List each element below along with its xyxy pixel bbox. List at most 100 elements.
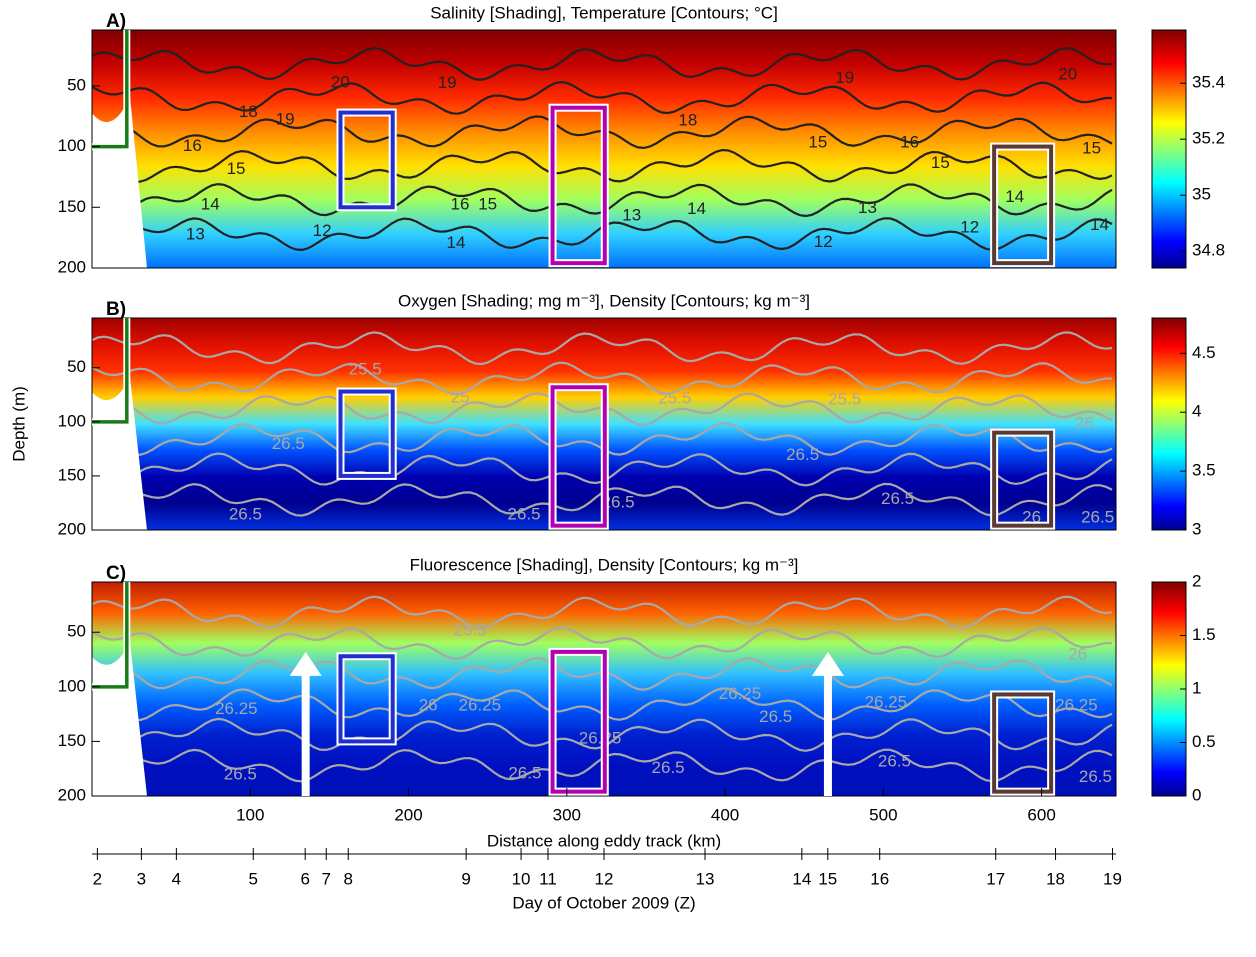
arrow-head — [811, 651, 844, 676]
contour-label: 26 — [419, 695, 438, 714]
day-tick-label: 19 — [1103, 869, 1122, 888]
contour-label: 13 — [186, 225, 205, 244]
colorbar-tick-label: 35 — [1192, 185, 1211, 204]
y-tick-label: 150 — [58, 465, 86, 484]
contour-label: 26.5 — [1079, 767, 1112, 786]
contour-label: 14 — [1090, 215, 1109, 234]
x-tick-label: 500 — [869, 805, 897, 824]
contour-label: 26.25 — [1055, 695, 1098, 714]
arrow-head — [289, 651, 322, 676]
panel-label: A) — [106, 11, 126, 32]
colorbar-tick-label: 0.5 — [1192, 732, 1216, 751]
contour-label: 12 — [814, 232, 833, 251]
contour-label: 15 — [227, 159, 246, 178]
y-tick-label: 200 — [58, 257, 86, 276]
day-tick-label: 5 — [249, 869, 258, 888]
contour-label: 19 — [438, 73, 457, 92]
contour-label: 26.5 — [759, 707, 792, 726]
contour-line — [92, 361, 1112, 396]
box — [550, 385, 607, 528]
contour-label: 26 — [1075, 413, 1094, 432]
colorbar — [1151, 29, 1187, 269]
y-tick-label: 100 — [58, 136, 86, 155]
day-tick-label: 3 — [137, 869, 146, 888]
day-tick-label: 15 — [818, 869, 837, 888]
contour-label: 19 — [835, 68, 854, 87]
day-tick-label: 10 — [512, 869, 531, 888]
contour-label: 12 — [960, 217, 979, 236]
contour-label: 15 — [931, 153, 950, 172]
contour-line — [92, 80, 1112, 115]
y-tick-label: 150 — [58, 197, 86, 216]
colorbar-tick-label: 1 — [1192, 678, 1201, 697]
day-tick-label: 9 — [461, 869, 470, 888]
panel-title: Fluorescence [Shading], Density [Contour… — [410, 555, 799, 574]
contour-label: 26.5 — [1081, 508, 1114, 527]
day-tick-label: 18 — [1046, 869, 1065, 888]
contour-label: 26.25 — [458, 695, 501, 714]
x-tick-label: 600 — [1027, 805, 1055, 824]
contour-label: 14 — [687, 199, 706, 218]
box — [550, 105, 607, 266]
contour-line — [92, 331, 1113, 366]
contour-line — [92, 46, 1113, 81]
panel-label: C) — [106, 563, 126, 584]
colorbar-tick-label: 35.4 — [1192, 73, 1225, 92]
panel-title: Oxygen [Shading; mg m⁻³], Density [Conto… — [398, 291, 810, 310]
contour-label: 25.5 — [658, 389, 691, 408]
x-tick-label: 400 — [711, 805, 739, 824]
contour-label: 25 — [451, 388, 470, 407]
contour-label: 16 — [900, 132, 919, 151]
day-tick-label: 7 — [322, 869, 331, 888]
day-tick-label: 17 — [986, 869, 1005, 888]
day-tick-label: 12 — [595, 869, 614, 888]
colorbar-tick-label: 0 — [1192, 785, 1201, 804]
contour-label: 12 — [313, 221, 332, 240]
colorbar-tick-label: 35.2 — [1192, 129, 1225, 148]
no-data — [92, 377, 147, 530]
colorbar-tick-label: 3 — [1192, 519, 1201, 538]
panel-label: B) — [106, 299, 126, 320]
box — [338, 110, 395, 210]
contour-label: 26.5 — [508, 764, 541, 783]
colorbar-tick-label: 4.5 — [1192, 343, 1216, 362]
colorbar — [1151, 317, 1187, 531]
contour-label: 16 — [451, 194, 470, 213]
contour-label: 15 — [808, 132, 827, 151]
contour-label: 18 — [239, 102, 258, 121]
box — [992, 692, 1054, 794]
day-tick-label: 11 — [539, 869, 557, 888]
contour-label: 16 — [183, 136, 202, 155]
contour-label: 26.5 — [224, 765, 257, 784]
y-tick-label: 100 — [58, 676, 86, 695]
contour-line — [92, 626, 1113, 660]
contour-label: 26.5 — [881, 489, 914, 508]
contour-label: 26.5 — [652, 758, 685, 777]
day-tick-label: 14 — [792, 869, 811, 888]
contour-label: 14 — [1005, 187, 1024, 206]
colorbar-tick-label: 1.5 — [1192, 625, 1216, 644]
contour-label: 15 — [1082, 138, 1101, 157]
contour-label: 13 — [622, 205, 641, 224]
y-tick-label: 150 — [58, 731, 86, 750]
contour-label: 14 — [447, 233, 466, 252]
contour-label: 26.5 — [878, 752, 911, 771]
colorbar-tick-label: 2 — [1192, 571, 1201, 590]
no-data — [92, 96, 147, 268]
contour-label: 26.5 — [602, 492, 635, 511]
x-axis-label: Distance along eddy track (km) — [487, 831, 721, 850]
station-marker — [92, 318, 129, 424]
day-tick-label: 2 — [93, 869, 102, 888]
day-axis-label: Day of October 2009 (Z) — [512, 893, 695, 912]
contour-label: 26.25 — [719, 684, 762, 703]
contour-label: 15 — [478, 194, 497, 213]
contour-label: 26.25 — [215, 699, 258, 718]
box — [992, 144, 1054, 266]
box — [338, 654, 395, 744]
station-marker — [92, 582, 129, 689]
contour-label: 25.5 — [828, 390, 861, 409]
day-tick-label: 13 — [696, 869, 715, 888]
x-tick-label: 300 — [553, 805, 581, 824]
colorbar-tick-label: 4 — [1192, 402, 1201, 421]
